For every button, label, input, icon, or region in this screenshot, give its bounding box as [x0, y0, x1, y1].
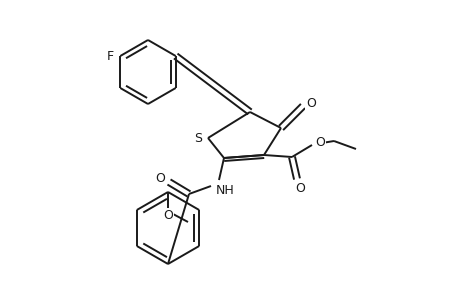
Text: S: S [194, 131, 202, 145]
Text: O: O [155, 172, 165, 185]
Text: F: F [106, 50, 113, 62]
Text: O: O [314, 136, 324, 149]
Text: O: O [294, 182, 304, 194]
Text: O: O [162, 209, 173, 223]
Text: O: O [305, 97, 315, 110]
Text: NH: NH [215, 184, 234, 196]
